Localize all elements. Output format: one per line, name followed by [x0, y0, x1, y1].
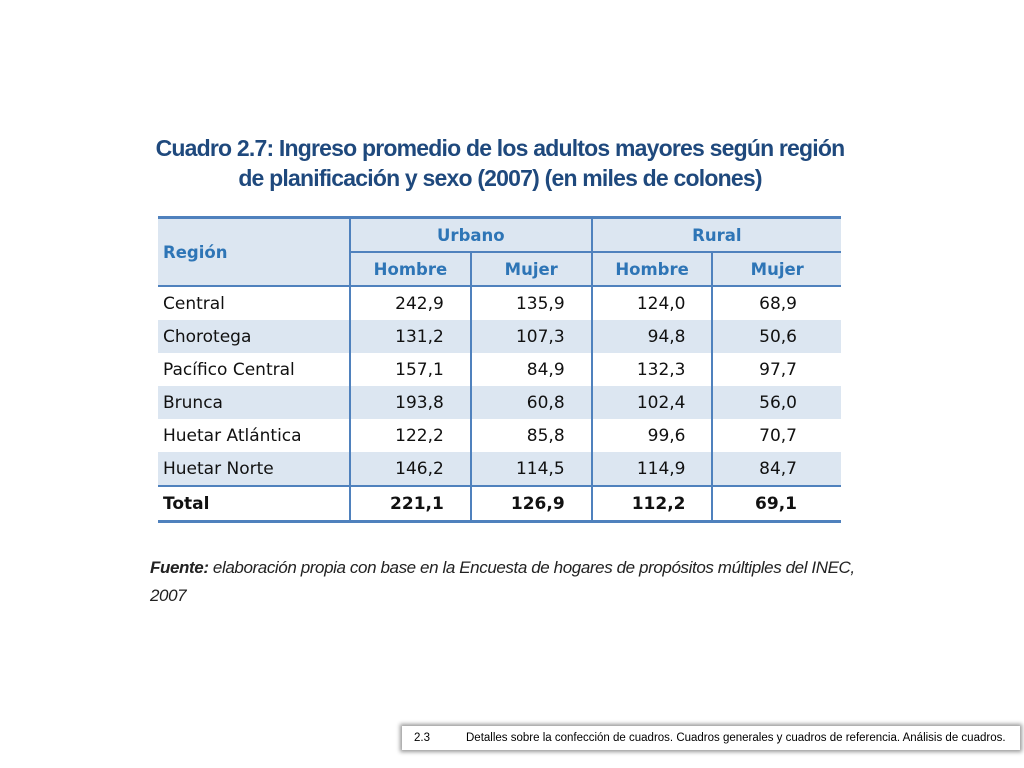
cell-urbano-mujer: 114,5	[470, 452, 593, 486]
cell-urbano-hombre: 157,1	[350, 353, 472, 386]
subheader-urbano-hombre: Hombre	[350, 252, 472, 287]
title-line-1: Cuadro 2.7: Ingreso promedio de los adul…	[155, 135, 846, 161]
row-region: Huetar Atlántica	[158, 419, 351, 452]
cell-rural-mujer: 50,6	[712, 320, 841, 353]
cell-urbano-hombre: 122,2	[350, 419, 472, 452]
cell-rural-hombre: 102,4	[591, 386, 714, 419]
cell-rural-hombre: 132,3	[591, 353, 714, 386]
row-region: Chorotega	[158, 320, 351, 353]
row-region: Huetar Norte	[158, 452, 351, 486]
cell-rural-hombre: 99,6	[591, 419, 714, 452]
group-header-urbano: Urbano	[350, 216, 593, 253]
subheader-rural-mujer: Mujer	[712, 252, 841, 287]
cell-rural-hombre: 114,9	[591, 452, 714, 486]
cell-urbano-mujer: 60,8	[470, 386, 593, 419]
table-row: Central 242,9 135,9 124,0 68,9	[158, 286, 841, 320]
cell-rural-mujer: 97,7	[759, 359, 797, 380]
income-table: Región Urbano Rural Hombre Mujer Hombre …	[158, 216, 841, 523]
cell-rural-mujer: 70,7	[759, 425, 797, 446]
region-column-header: Región	[158, 216, 351, 287]
cell-urbano-mujer: 85,8	[470, 419, 593, 452]
total-row: Total 221,1 126,9 112,2 69,1	[158, 485, 841, 523]
source-text: elaboración propia con base en la Encues…	[150, 558, 855, 605]
cell-rural-hombre: 94,8	[591, 320, 714, 353]
subheader-urbano-mujer: Mujer	[470, 252, 593, 287]
total-label: Total	[158, 485, 351, 523]
total-urbano-mujer: 126,9	[470, 485, 593, 523]
table-title: Cuadro 2.7: Ingreso promedio de los adul…	[150, 133, 850, 193]
cell-urbano-hombre: 146,2	[350, 452, 472, 486]
title-line-2: de planificación y sexo (2007) (en miles…	[238, 165, 762, 191]
cell-urbano-hombre: 131,2	[350, 320, 472, 353]
total-rural-hombre: 112,2	[591, 485, 714, 523]
cell-urbano-mujer: 135,9	[470, 286, 593, 320]
cell-urbano-mujer: 107,3	[470, 320, 593, 353]
subheader-rural-hombre: Hombre	[591, 252, 714, 287]
source-label: Fuente:	[150, 558, 209, 577]
row-region: Brunca	[158, 386, 351, 419]
group-header-rural: Rural	[591, 216, 841, 253]
row-region: Central	[158, 286, 351, 320]
table-row: Huetar Norte 146,2 114,5 114,9 84,7	[158, 452, 841, 486]
table-row: Chorotega 131,2 107,3 94,8 50,6	[158, 320, 841, 353]
cell-urbano-hombre: 193,8	[350, 386, 472, 419]
footer-text: Detalles sobre la confección de cuadros.…	[466, 732, 1006, 744]
cell-rural-hombre: 124,0	[591, 286, 714, 320]
total-urbano-hombre: 221,1	[350, 485, 472, 523]
cell-rural-mujer: 68,9	[759, 293, 797, 314]
table-row: Pacífico Central 157,1 84,9 132,3 97,7	[158, 353, 841, 386]
footer-caption: 2.3 Detalles sobre la confección de cuad…	[402, 726, 1020, 750]
table-row: Brunca 193,8 60,8 102,4 56,0	[158, 386, 841, 419]
cell-urbano-hombre: 242,9	[350, 286, 472, 320]
source-note: Fuente: elaboración propia con base en l…	[150, 554, 870, 610]
cell-rural-mujer: 84,7	[712, 452, 841, 486]
header-row-sex: Hombre Mujer Hombre Mujer	[158, 252, 841, 287]
cell-rural-mujer: 56,0	[712, 386, 841, 419]
total-rural-mujer: 69,1	[712, 485, 841, 523]
table-row: Huetar Atlántica 122,2 85,8 99,6 70,7	[158, 419, 841, 452]
cell-urbano-mujer: 84,9	[470, 353, 593, 386]
header-row-groups: Región Urbano Rural	[158, 216, 841, 287]
footer-section-number: 2.3	[414, 732, 430, 744]
row-region: Pacífico Central	[158, 353, 351, 386]
